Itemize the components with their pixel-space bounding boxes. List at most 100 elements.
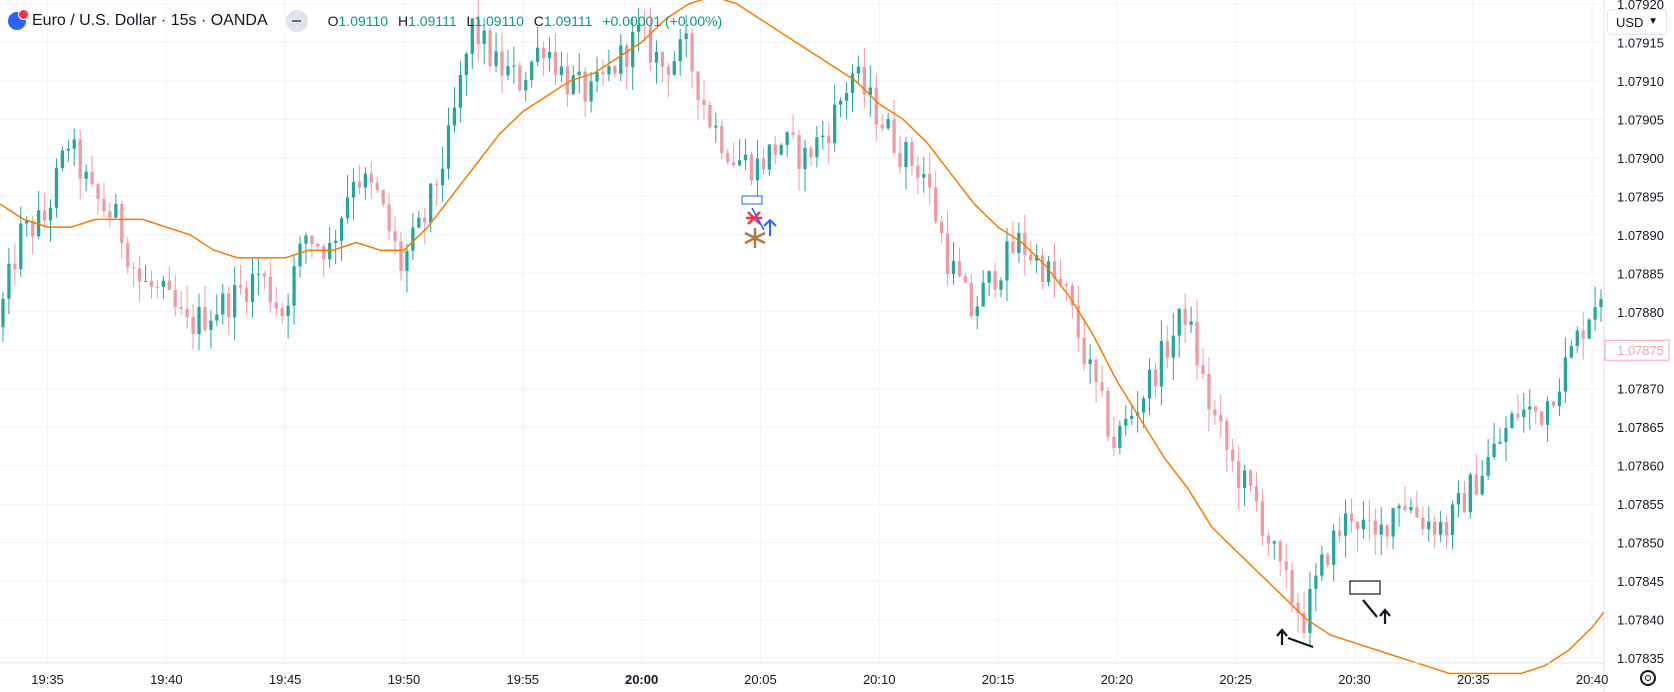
candle xyxy=(1599,289,1603,322)
candle xyxy=(298,236,302,278)
candle xyxy=(191,303,195,350)
candle xyxy=(363,167,367,200)
candle xyxy=(850,64,855,112)
open-value: 1.09110 xyxy=(338,13,389,29)
candle xyxy=(993,262,997,298)
blue-line[interactable] xyxy=(751,207,765,231)
blue-up-arrow[interactable] xyxy=(763,218,777,236)
candle xyxy=(1029,241,1033,265)
candle xyxy=(1284,543,1288,588)
candle xyxy=(221,284,225,325)
candle xyxy=(1373,508,1377,556)
candle xyxy=(161,275,166,299)
price-tick-label: 1.07890 xyxy=(1617,228,1664,243)
time-tick-label: 20:35 xyxy=(1457,672,1490,687)
candle xyxy=(1195,299,1199,380)
orange-asterisk-mark[interactable] xyxy=(744,228,766,248)
candle xyxy=(1433,515,1437,549)
candle xyxy=(1159,320,1164,406)
candle xyxy=(1242,464,1247,506)
candle xyxy=(1498,428,1502,445)
candle xyxy=(844,82,849,120)
candle xyxy=(423,208,427,245)
candle xyxy=(880,113,884,132)
red-cross-mark[interactable] xyxy=(746,211,762,225)
candle xyxy=(892,99,896,157)
candle xyxy=(1237,445,1241,509)
candle xyxy=(1,291,5,342)
candle xyxy=(749,151,754,186)
candle xyxy=(1141,395,1146,429)
candle xyxy=(904,137,908,190)
time-tick-label: 20:25 xyxy=(1219,672,1252,687)
candle xyxy=(250,258,255,318)
currency-selector[interactable]: USD ▼ xyxy=(1607,9,1667,35)
candle xyxy=(910,136,914,176)
time-axis[interactable]: 19:35 19:40 19:45 19:50 19:55 20:00 20:05 20:10… xyxy=(0,662,1608,687)
user-drawings[interactable] xyxy=(741,195,1391,649)
candle xyxy=(328,226,332,268)
black-box-drawing[interactable] xyxy=(1349,580,1381,595)
black-arrow-left[interactable] xyxy=(1276,628,1314,649)
candle xyxy=(500,31,504,94)
candle xyxy=(934,170,938,225)
candle xyxy=(1100,364,1104,398)
candle xyxy=(506,50,510,80)
open-label: O xyxy=(327,13,339,29)
candle xyxy=(458,61,463,123)
candle xyxy=(541,41,546,77)
candle xyxy=(1153,362,1158,398)
candle xyxy=(488,27,492,72)
price-tick-label: 1.07860 xyxy=(1617,459,1664,474)
candle xyxy=(785,130,789,157)
candle xyxy=(1189,306,1193,333)
candle xyxy=(476,0,480,61)
candle xyxy=(13,243,17,286)
price-tick-label: 1.07920 xyxy=(1617,0,1664,12)
candle xyxy=(648,7,653,71)
candle xyxy=(779,143,783,156)
candle xyxy=(939,215,944,244)
candle xyxy=(1296,592,1300,633)
candle xyxy=(1248,469,1253,493)
ohlc-values: O1.09110 H1.09111 L1.09110 C1.09111 +0.0… xyxy=(328,13,729,29)
candle xyxy=(672,50,676,77)
black-arrow-right[interactable] xyxy=(1362,599,1391,624)
price-axis[interactable]: 1.07835 1.07840 1.07845 1.07850 1.07855 1.078… xyxy=(1603,0,1664,692)
candle xyxy=(1385,524,1389,548)
candle xyxy=(1260,489,1265,546)
candle xyxy=(1106,387,1110,442)
time-tick-label: 20:30 xyxy=(1338,672,1371,687)
candle xyxy=(987,270,991,297)
candle xyxy=(1124,405,1128,436)
candle xyxy=(1438,510,1443,542)
candle xyxy=(96,182,100,215)
candle xyxy=(78,129,82,200)
time-tick-label: 19:35 xyxy=(31,672,64,687)
candle xyxy=(797,129,801,191)
candle xyxy=(72,128,76,167)
candle xyxy=(838,97,843,118)
moving-average-line xyxy=(0,0,1605,675)
price-tick-label: 1.07845 xyxy=(1617,574,1664,589)
candle xyxy=(1219,394,1223,439)
small-box-drawing[interactable] xyxy=(741,195,763,205)
candle xyxy=(714,112,718,143)
symbol-logo-icon xyxy=(8,9,29,30)
candle xyxy=(1112,416,1116,457)
candle xyxy=(399,231,403,281)
candle xyxy=(179,291,183,316)
symbol-title[interactable]: Euro / U.S. Dollar · 15s · OANDA xyxy=(32,12,268,29)
gear-icon[interactable] xyxy=(1640,670,1656,686)
low-value: 1.09110 xyxy=(474,13,524,29)
candle xyxy=(619,34,623,82)
candle xyxy=(1005,227,1009,301)
candle xyxy=(1094,358,1098,403)
eye-toggle-icon[interactable] xyxy=(285,10,308,32)
candle xyxy=(1266,530,1270,556)
candle xyxy=(1272,540,1276,560)
price-tick-label: 1.07895 xyxy=(1617,189,1664,204)
candle xyxy=(238,265,243,295)
price-tick-label: 1.07865 xyxy=(1617,420,1664,435)
